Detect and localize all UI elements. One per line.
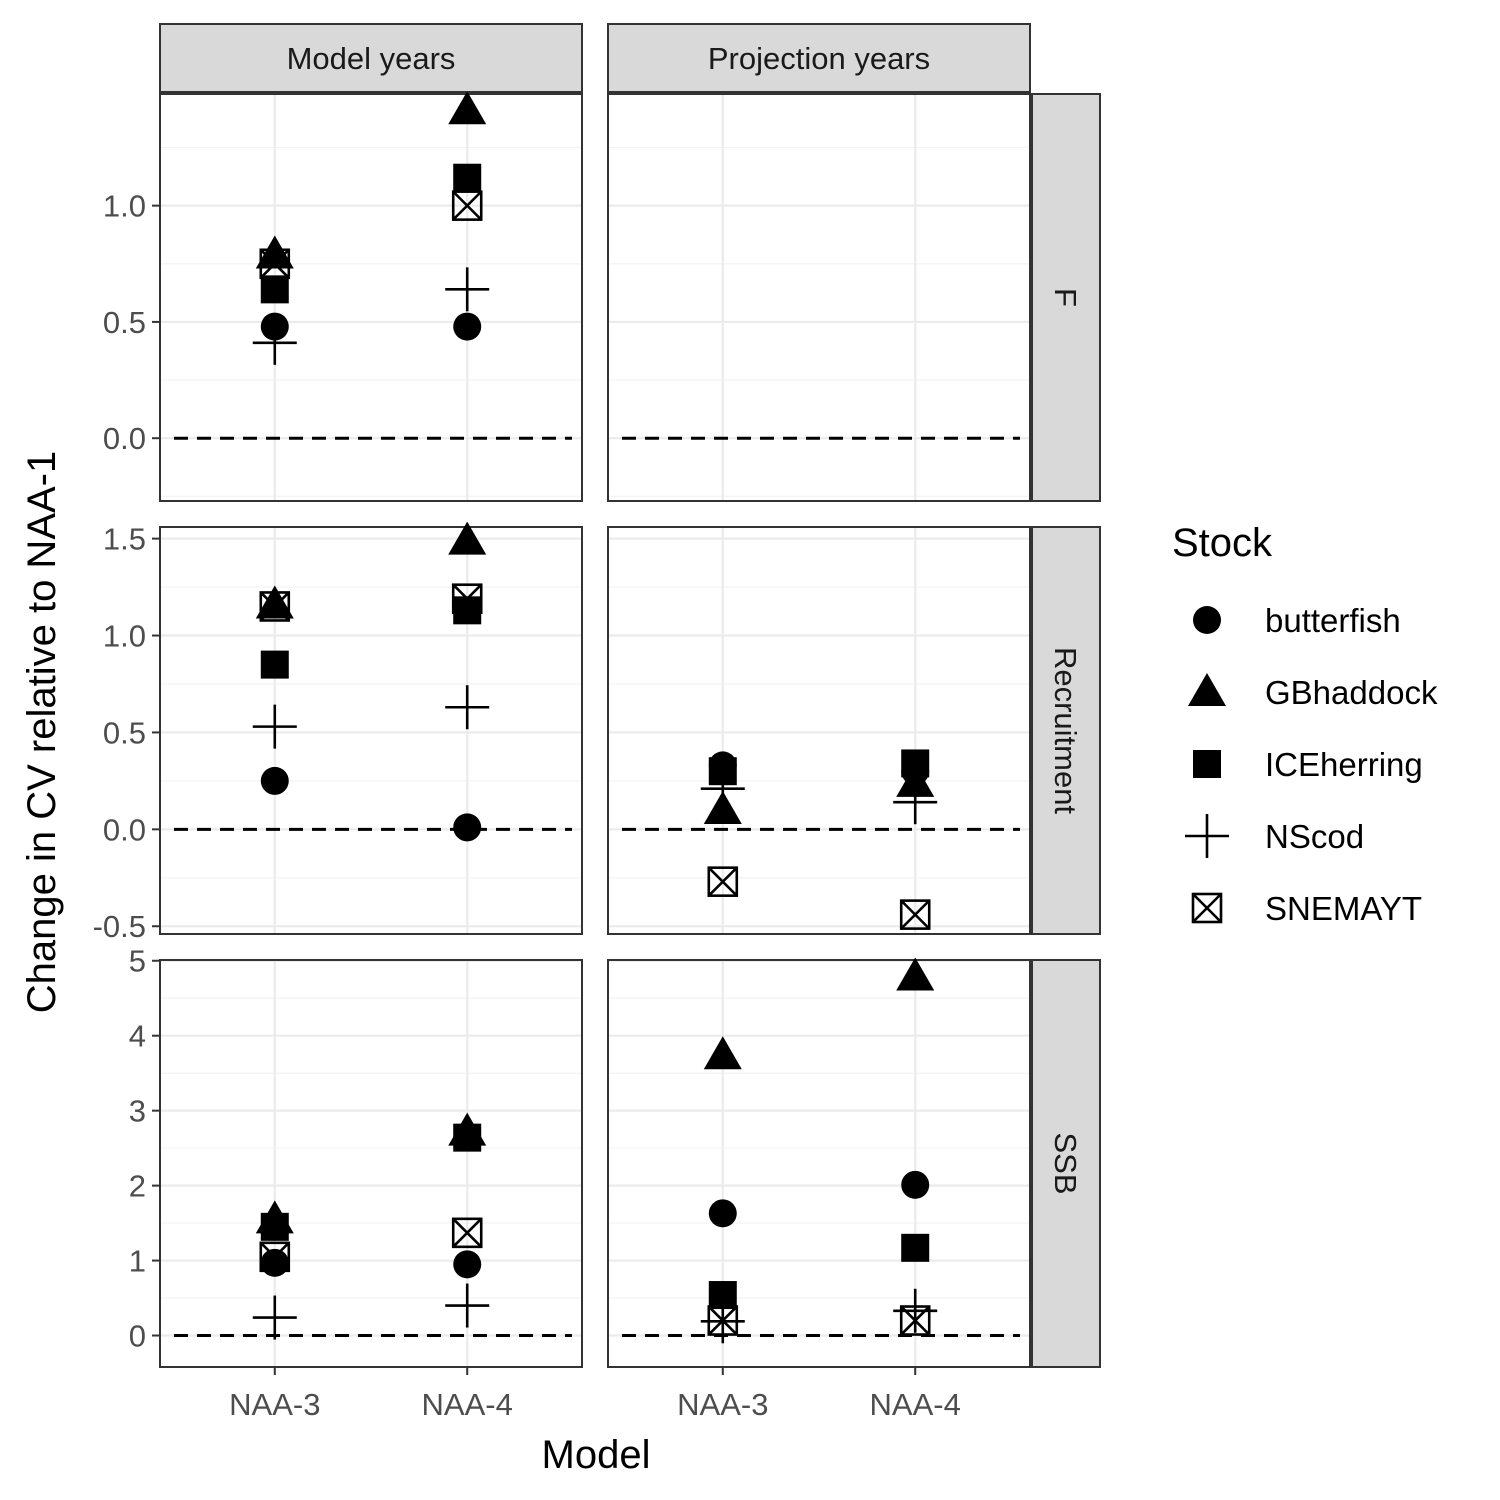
legend-key-SNEMAYT [1191, 892, 1223, 924]
legend-key-butterfish [1193, 606, 1221, 634]
legend-item: ICEherring [1193, 746, 1423, 783]
y-tick-label: 2 [129, 1169, 146, 1204]
legend-key-ICEherring [1193, 750, 1221, 778]
facet-panel [159, 959, 583, 1368]
y-tick-label: 0 [129, 1319, 146, 1354]
legend-label: SNEMAYT [1265, 890, 1422, 927]
y-tick-label: 0.0 [103, 812, 146, 847]
facet-strip-label: F [1048, 288, 1083, 307]
legend-item: GBhaddock [1188, 673, 1438, 711]
point-ICEherring [453, 163, 482, 192]
y-tick-label: 0.0 [103, 421, 146, 456]
axes: 0.0 0.5 1.0 -0.5 0.0 0.5 1.0 1.5 0 1 2 3 4 5 NAA-3 NAA-… [93, 189, 961, 1422]
x-axis-title: Model [542, 1433, 651, 1477]
x-tick-label: NAA-4 [870, 1387, 961, 1422]
point-NScod [252, 704, 297, 749]
legend-item: SNEMAYT [1191, 890, 1422, 927]
point-SNEMAYT [451, 190, 483, 221]
point-butterfish [453, 813, 482, 842]
facet-strip-column [159, 23, 583, 93]
facet-panel [607, 526, 1031, 935]
point-GBhaddock [255, 585, 294, 619]
legend-label: GBhaddock [1265, 674, 1438, 711]
facet-strip-column [607, 23, 1031, 93]
facet-strip-label: Recruitment [1048, 647, 1083, 814]
point-SNEMAYT [259, 248, 291, 280]
x-tick-label: NAA-4 [422, 1387, 513, 1422]
x-tick-label: NAA-3 [677, 1387, 768, 1422]
facet-panel [159, 93, 583, 502]
y-tick-label: 1 [129, 1244, 146, 1279]
legend-key-NScod [1185, 814, 1229, 858]
facet-strips: Model years Projection years F Recruitment S… [159, 23, 1101, 1368]
facet-strip-label: SSB [1048, 1132, 1083, 1194]
point-NScod [445, 1283, 490, 1328]
point-SNEMAYT [707, 866, 739, 897]
legend-key-GBhaddock [1188, 673, 1226, 706]
y-tick-label: 1.0 [103, 189, 146, 224]
legend-item: NScod [1185, 814, 1364, 858]
y-tick-label: -0.5 [93, 909, 146, 944]
point-GBhaddock [703, 1036, 742, 1070]
point-ICEherring [901, 1233, 930, 1262]
legend-label: butterfish [1265, 602, 1401, 639]
point-SNEMAYT [451, 1217, 483, 1249]
y-tick-label: 4 [129, 1019, 146, 1054]
point-butterfish [453, 1250, 482, 1279]
point-butterfish [260, 1248, 289, 1277]
point-ICEherring [901, 749, 930, 778]
point-NScod [893, 780, 938, 825]
legend-label: NScod [1265, 818, 1364, 855]
y-tick-label: 1.5 [103, 522, 146, 557]
point-SNEMAYT [899, 899, 931, 930]
facet-strip-label: Projection years [708, 41, 930, 76]
point-GBhaddock [255, 235, 294, 269]
point-NScod [445, 685, 490, 730]
point-SNEMAYT [451, 583, 483, 615]
point-GBhaddock [896, 957, 935, 991]
point-NScod [252, 320, 297, 365]
point-SNEMAYT [899, 1305, 931, 1336]
y-tick-label: 0.5 [103, 715, 146, 750]
point-GBhaddock [448, 521, 487, 555]
point-GBhaddock [448, 91, 487, 125]
point-ICEherring [260, 1212, 289, 1241]
x-tick-label: NAA-3 [229, 1387, 320, 1422]
data-points [252, 91, 938, 1344]
legend-title: Stock [1172, 521, 1273, 565]
point-SNEMAYT [707, 1305, 739, 1336]
point-butterfish [260, 766, 289, 795]
facet-strip-label: Model years [287, 41, 456, 76]
legend-item: butterfish [1193, 602, 1401, 639]
point-NScod [445, 267, 490, 312]
facet-strip-row [1031, 93, 1101, 502]
legend-label: ICEherring [1265, 746, 1423, 783]
y-tick-label: 0.5 [103, 305, 146, 340]
point-NScod [700, 766, 745, 811]
point-NScod [252, 1295, 297, 1340]
point-ICEherring [453, 1123, 482, 1152]
point-ICEherring [260, 650, 289, 679]
facet-panel [159, 526, 583, 935]
point-SNEMAYT [259, 1241, 291, 1273]
y-tick-label: 1.0 [103, 619, 146, 654]
point-ICEherring [260, 275, 289, 304]
facet-panel [607, 959, 1031, 1368]
point-butterfish [453, 312, 482, 341]
y-tick-label: 3 [129, 1094, 146, 1129]
point-SNEMAYT [259, 591, 291, 622]
point-butterfish [901, 1170, 930, 1199]
y-axis-title: Change in CV relative to NAA-1 [20, 451, 64, 1014]
point-ICEherring [453, 596, 482, 625]
legend: Stock butterfish GBhaddock ICEherring NScod… [1172, 521, 1438, 927]
point-butterfish [708, 1199, 737, 1228]
facet-strip-row [1031, 526, 1101, 935]
panels [159, 93, 1031, 1368]
y-tick-label: 5 [129, 944, 146, 979]
facet-strip-row [1031, 959, 1101, 1368]
facet-panel [607, 93, 1031, 502]
